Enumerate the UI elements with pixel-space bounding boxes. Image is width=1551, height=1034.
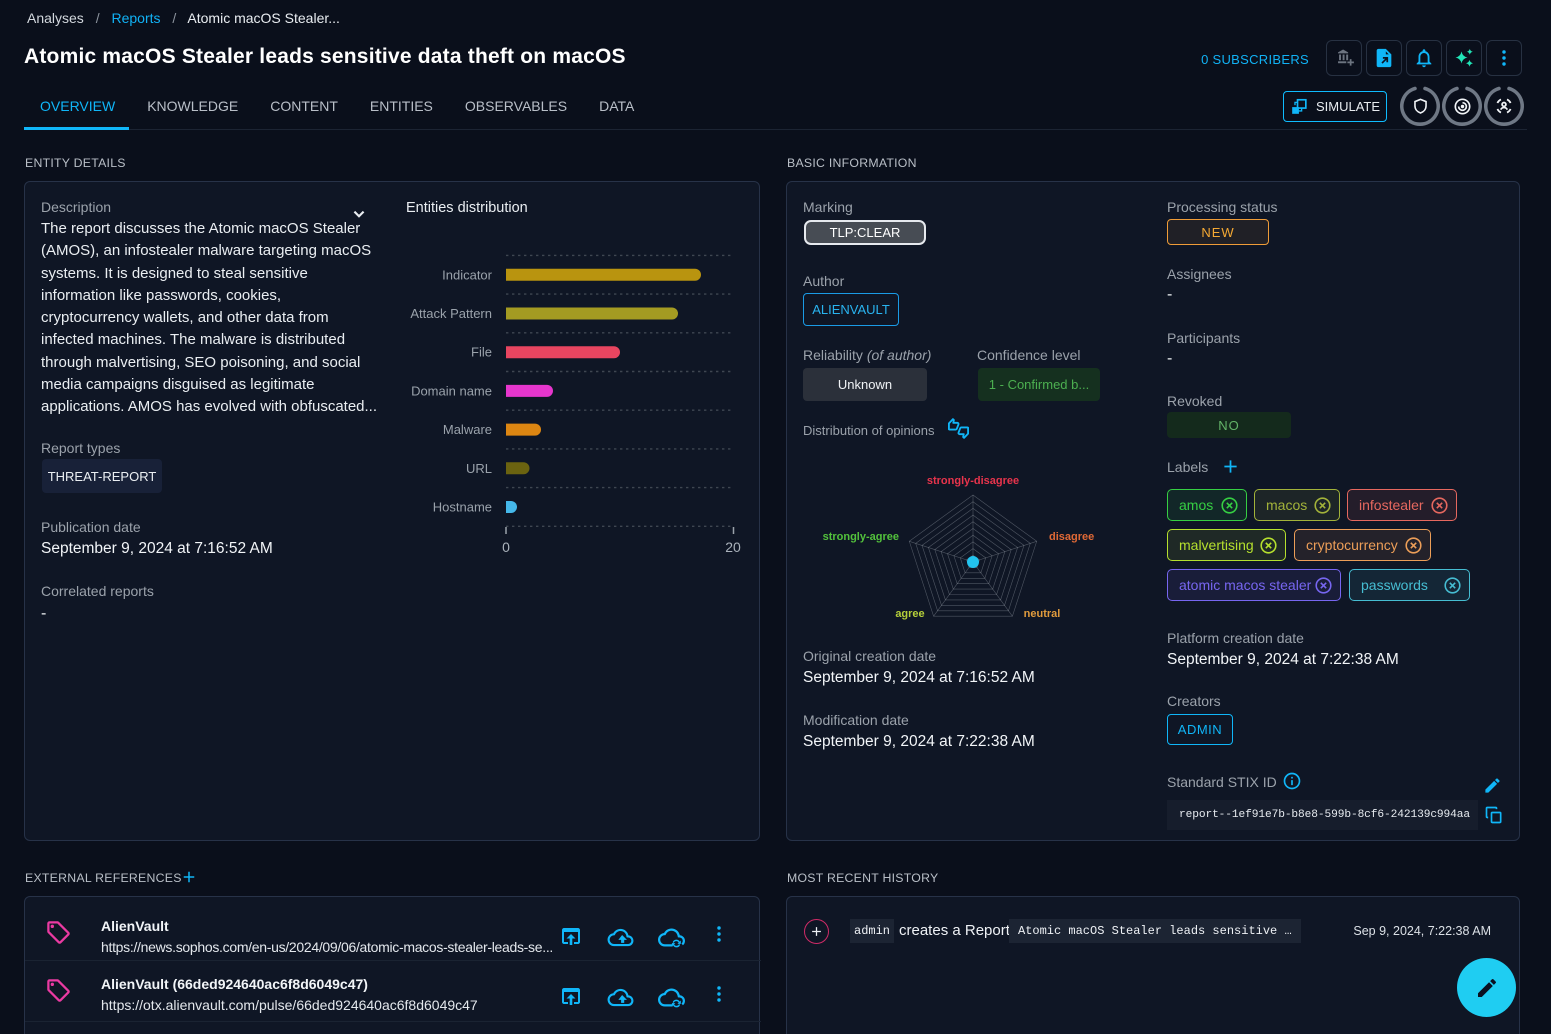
svg-text:Malware: Malware	[443, 422, 492, 437]
svg-text:Indicator: Indicator	[442, 267, 493, 282]
svg-text:URL: URL	[466, 461, 492, 476]
svg-text:Attack Pattern: Attack Pattern	[410, 306, 492, 321]
svg-text:File: File	[471, 345, 492, 360]
svg-text:Hostname: Hostname	[433, 500, 492, 515]
svg-text:Domain name: Domain name	[411, 383, 492, 398]
